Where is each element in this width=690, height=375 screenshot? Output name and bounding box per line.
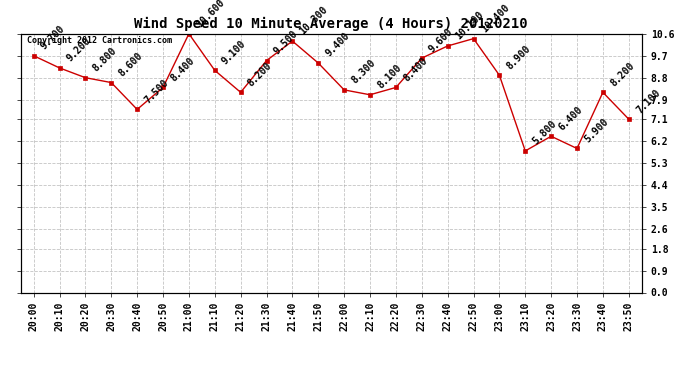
Text: 10.400: 10.400 [479,3,511,34]
Text: 8.400: 8.400 [402,56,429,83]
Text: 8.200: 8.200 [246,60,274,88]
Text: 9.100: 9.100 [220,38,248,66]
Text: 8.900: 8.900 [505,43,533,71]
Text: 7.100: 7.100 [634,87,662,115]
Text: 10.600: 10.600 [195,0,226,30]
Text: 10.100: 10.100 [453,10,485,42]
Text: 9.600: 9.600 [427,26,455,54]
Text: 7.500: 7.500 [143,77,170,105]
Text: 8.800: 8.800 [91,46,119,74]
Text: 10.300: 10.300 [298,5,330,37]
Text: 8.400: 8.400 [168,56,197,83]
Text: 9.500: 9.500 [272,28,300,56]
Text: 6.400: 6.400 [557,104,584,132]
Text: 5.900: 5.900 [582,117,611,144]
Text: 8.100: 8.100 [375,63,404,91]
Text: Copyright 2012 Cartronics.com: Copyright 2012 Cartronics.com [27,36,172,45]
Text: 8.300: 8.300 [350,58,377,86]
Title: Wind Speed 10 Minute Average (4 Hours) 20120210: Wind Speed 10 Minute Average (4 Hours) 2… [135,17,528,31]
Text: 8.200: 8.200 [609,60,636,88]
Text: 8.600: 8.600 [117,51,145,78]
Text: 9.700: 9.700 [39,24,67,51]
Text: 9.200: 9.200 [65,36,93,64]
Text: 9.400: 9.400 [324,31,352,59]
Text: 5.800: 5.800 [531,119,559,147]
